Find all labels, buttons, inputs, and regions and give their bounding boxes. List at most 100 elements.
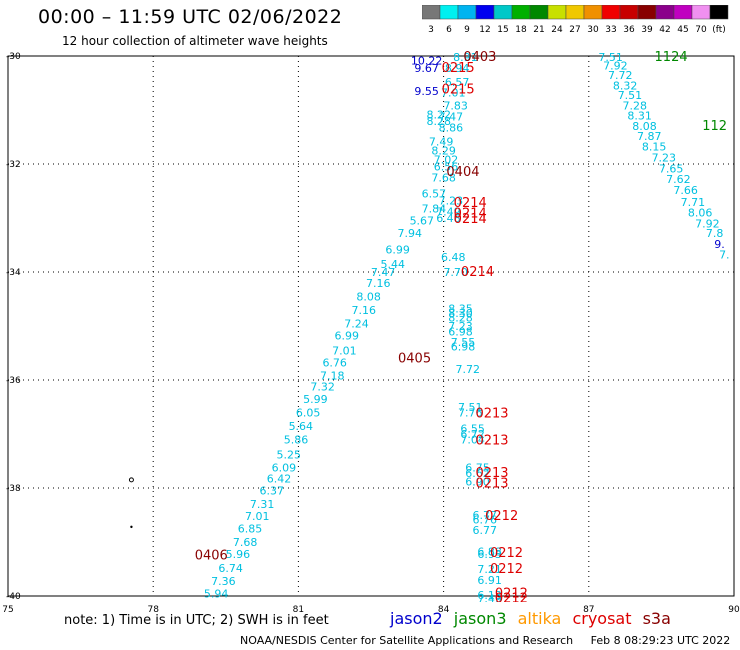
pass-time-label: 0406 — [195, 549, 228, 564]
wave-height-reading: 7.51 — [458, 401, 483, 414]
wave-height-reading: 9.67 — [414, 62, 439, 75]
colorbar-label: 36 — [623, 25, 635, 35]
pass-time-label: 0215 — [442, 82, 475, 97]
legend-altika: altika — [517, 609, 562, 628]
legend-jason3: jason3 — [453, 609, 507, 628]
footer-note: note: 1) Time is in UTC; 2) SWH is in fe… — [64, 613, 329, 628]
colorbar-label: 33 — [605, 25, 616, 35]
wave-height-reading: 5.96 — [226, 548, 251, 561]
wave-height-reading: 8.22 — [427, 108, 452, 121]
pass-time-label: 0214 — [454, 196, 487, 211]
wave-height-reading: 7.51 — [598, 51, 623, 64]
wave-height-reading: 7.83 — [443, 100, 468, 113]
wave-height-reading: 7.49 — [477, 593, 502, 606]
wave-height-reading: 8.91 — [453, 51, 478, 64]
wave-height-reading: 8.32 — [613, 80, 638, 93]
wave-height-reading: 5.86 — [284, 433, 309, 446]
latitude-tick-label: -40 — [6, 592, 21, 602]
wave-height-reading: 7.71 — [681, 196, 706, 209]
wave-height-reading: 7.18 — [320, 370, 345, 383]
wave-height-reading: 6.76 — [472, 513, 497, 526]
wave-height-reading: 8.35 — [448, 303, 473, 316]
wave-height-reading: 7.31 — [250, 498, 275, 511]
longitude-tick-label: 90 — [728, 605, 740, 615]
readings-layer: 10.229.679.558.918.946.577.017.838.227.4… — [195, 50, 730, 606]
colorbar-label: 42 — [659, 25, 670, 35]
wave-height-reading: 8.94 — [445, 62, 470, 75]
wave-height-reading: 5.64 — [289, 420, 314, 433]
pass-time-label: 0214 — [454, 207, 487, 222]
wave-height-reading: 7.62 — [666, 173, 691, 186]
colorbar-label: 3 — [428, 25, 434, 35]
wave-height-reading: 6.88 — [477, 546, 502, 559]
wave-height-reading: 7.68 — [233, 536, 258, 549]
pass-time-label: 1124 — [655, 50, 688, 65]
pass-time-label: 0212 — [490, 562, 523, 577]
wave-height-reading: 5.67 — [410, 215, 435, 228]
pass-time-label: 0213 — [475, 477, 508, 492]
colorbar-label: 15 — [497, 25, 508, 35]
island-marker — [128, 477, 134, 483]
latitude-tick-label: -30 — [6, 52, 21, 62]
wave-height-reading: 6.37 — [260, 485, 285, 498]
wave-height-reading: 7.92 — [603, 60, 628, 73]
pass-time-label: 0403 — [463, 50, 496, 65]
longitude-tick-label: 84 — [438, 605, 450, 615]
wave-height-reading: 6.99 — [385, 243, 410, 256]
latitude-tick-label: -36 — [6, 376, 21, 386]
wave-height-reading: 7.01 — [245, 510, 270, 523]
wave-height-reading: 6.75 — [465, 461, 490, 474]
wave-height-reading: 6.05 — [296, 406, 321, 419]
wave-height-reading: 7.32 — [310, 380, 335, 393]
wave-height-reading: 6.85 — [238, 523, 263, 536]
colorbar-label: (ft) — [712, 25, 726, 35]
pass-time-label: 0214 — [454, 212, 487, 227]
wave-height-reading: 7.65 — [659, 162, 684, 175]
wave-height-reading: 7.28 — [623, 100, 648, 113]
wave-height-reading: 6.77 — [472, 524, 497, 537]
colorbar-label: 21 — [533, 25, 544, 35]
wave-height-reading: 6.56 — [434, 161, 459, 174]
wave-height-reading: 7.02 — [434, 154, 459, 167]
wave-height-reading: 7.92 — [695, 217, 720, 230]
wave-height-reading: 7.72 — [608, 69, 633, 82]
wave-height-reading: 6.57 — [445, 76, 470, 89]
wave-height-reading: 7.16 — [351, 304, 376, 317]
wave-height-reading: 7.72 — [456, 363, 481, 376]
wave-height-reading: 7.36 — [211, 575, 236, 588]
wave-height-reading: 6.55 — [460, 423, 485, 436]
wave-height-reading: 6.13 — [477, 589, 502, 602]
wave-height-reading: 8.86 — [439, 121, 464, 134]
wave-height-reading: 9.55 — [414, 85, 439, 98]
wave-height-reading: 7. — [719, 249, 730, 262]
wave-height-reading: 7.16 — [366, 277, 391, 290]
wave-height-reading: 8.15 — [642, 141, 667, 154]
wave-height-reading: 6.91 — [477, 574, 502, 587]
wave-height-reading: 7.23 — [448, 320, 473, 333]
pass-time-label: 0214 — [461, 265, 494, 280]
colorbar-label: 18 — [515, 25, 527, 35]
credit-text: NOAA/NESDIS Center for Satellite Applica… — [240, 634, 574, 647]
wave-height-reading: 6.90 — [465, 476, 490, 489]
colorbar-label: 45 — [677, 25, 688, 35]
legend-jason2: jason2 — [390, 609, 443, 628]
wave-height-reading: 7.49 — [429, 135, 454, 148]
colorbar-label: 9 — [464, 25, 470, 35]
wave-height-reading: 7.47 — [371, 266, 396, 279]
wave-height-reading: 8.30 — [448, 307, 473, 320]
colorbar-label: 39 — [641, 25, 653, 35]
timestamp: Feb 8 08:29:23 UTC 2022 — [590, 634, 731, 647]
colorbar-label: 70 — [695, 25, 707, 35]
pass-time-label: 0213 — [475, 433, 508, 448]
legend-cryosat: cryosat — [572, 609, 632, 628]
pass-time-label: 0213 — [475, 406, 508, 421]
wave-height-reading: 8.08 — [356, 290, 381, 303]
wave-height-reading: 6.98 — [448, 325, 473, 338]
wave-height-reading: 6.09 — [272, 461, 297, 474]
wave-height-reading: 6.74 — [218, 562, 243, 575]
colorbar-swatch — [709, 5, 729, 20]
wave-height-reading: 9. — [714, 238, 725, 251]
wave-height-reading: 8.06 — [688, 207, 713, 220]
pass-time-label: 0212 — [485, 509, 518, 524]
pass-time-label: 0212 — [495, 586, 528, 601]
